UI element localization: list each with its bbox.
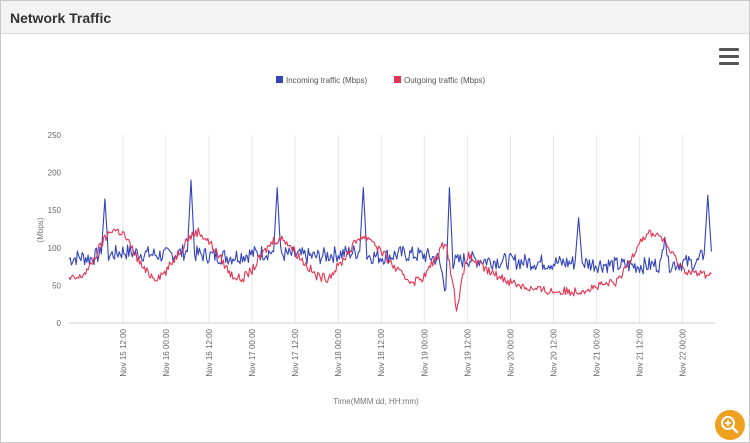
- hamburger-menu-icon[interactable]: [719, 48, 739, 66]
- x-tick-label: Nov 16 12:00: [205, 328, 214, 376]
- legend-item-incoming[interactable]: Incoming traffic (Mbps): [276, 76, 368, 85]
- legend-label: Incoming traffic (Mbps): [286, 76, 368, 85]
- x-tick-label: Nov 19 12:00: [463, 328, 472, 376]
- y-tick-label: 100: [48, 244, 62, 253]
- x-tick-label: Nov 18 00:00: [334, 328, 343, 376]
- legend-swatch: [394, 76, 401, 83]
- zoom-in-icon[interactable]: [715, 410, 745, 440]
- x-axis: Nov 15 12:00 Nov 16 00:00 Nov 16 12:00 Nov …: [69, 322, 715, 377]
- series-layer: [68, 179, 712, 312]
- legend-item-outgoing[interactable]: Outgoing traffic (Mbps): [394, 76, 486, 85]
- y-tick-label: 250: [48, 131, 62, 140]
- x-tick-label: Nov 17 00:00: [248, 328, 257, 376]
- legend-label: Outgoing traffic (Mbps): [404, 76, 486, 85]
- x-tick-label: Nov 15 12:00: [119, 328, 128, 376]
- x-tick-label: Nov 21 12:00: [636, 328, 645, 376]
- y-tick-label: 150: [48, 206, 62, 215]
- panel-title: Network Traffic: [10, 10, 112, 26]
- x-tick-label: Nov 21 00:00: [593, 328, 602, 376]
- series-line-outgoing: [68, 227, 712, 312]
- x-tick-label: Nov 20 12:00: [550, 328, 559, 376]
- x-tick-label: Nov 16 00:00: [162, 328, 171, 376]
- x-tick-label: Nov 17 12:00: [291, 328, 300, 376]
- chart-grid: [122, 135, 684, 323]
- x-axis-label: Time(MMM dd, HH:mm): [333, 397, 419, 406]
- x-tick-label: Nov 18 12:00: [377, 328, 386, 376]
- y-tick-label: 200: [48, 169, 62, 178]
- chart-legend[interactable]: Incoming traffic (Mbps) Outgoing traffic …: [276, 76, 486, 85]
- legend-swatch: [276, 76, 283, 83]
- x-tick-label: Nov 19 00:00: [420, 328, 429, 376]
- y-axis-label: (Mbps): [36, 217, 45, 242]
- x-tick-label: Nov 20 00:00: [506, 328, 515, 376]
- panel-header: Network Traffic: [1, 1, 749, 34]
- y-tick-label: 0: [57, 319, 62, 328]
- y-tick-label: 50: [52, 281, 61, 290]
- x-tick-label: Nov 22 00:00: [679, 328, 688, 376]
- y-axis: 0 50 100 150 200 250: [48, 131, 62, 328]
